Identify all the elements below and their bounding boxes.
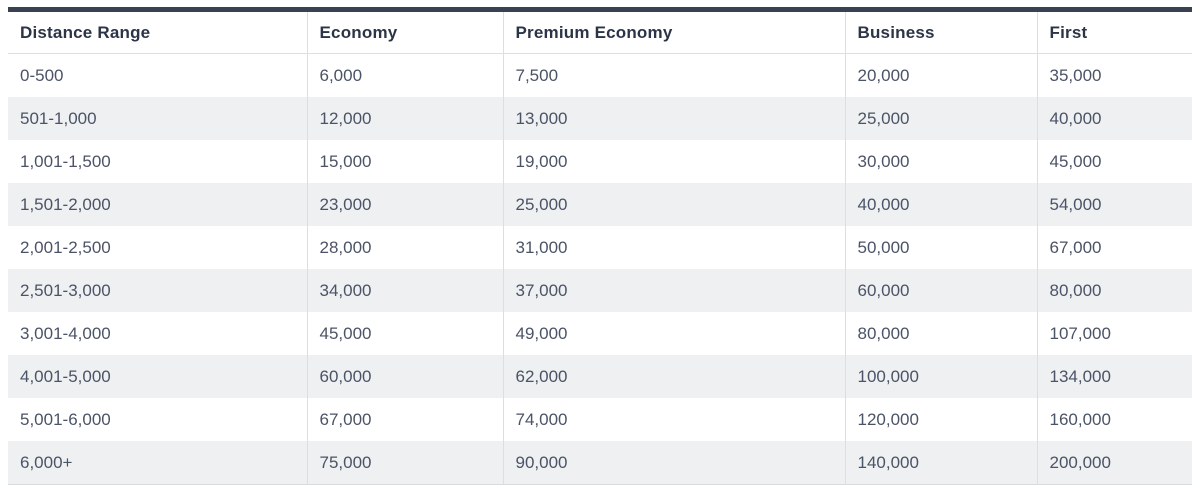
table-row: 2,501-3,000 34,000 37,000 60,000 80,000 <box>8 269 1192 312</box>
miles-value-cell: 30,000 <box>844 140 1037 183</box>
distance-range-cell: 1,501-2,000 <box>20 194 111 214</box>
table-row: 3,001-4,000 45,000 49,000 80,000 107,000 <box>8 312 1192 355</box>
table-row: 0-500 6,000 7,500 20,000 35,000 <box>8 53 1192 97</box>
table-row: 5,001-6,000 67,000 74,000 120,000 160,000 <box>8 398 1192 441</box>
miles-value-cell: 6,000 <box>306 53 503 97</box>
distance-range-cell: 6,000+ <box>20 452 73 472</box>
column-header-distance-range: Distance Range <box>8 9 307 54</box>
distance-range-cell: 2,001-2,500 <box>20 237 111 257</box>
miles-value-cell: 12,000 <box>306 97 503 140</box>
miles-value-cell: 45,000 <box>306 312 503 355</box>
table-header: Distance Range Economy Premium Economy Busi… <box>8 9 1192 54</box>
miles-value-cell: 140,000 <box>844 441 1037 485</box>
distance-range-cell: 5,001-6,000 <box>20 409 111 429</box>
distance-range-cell: 0-500 <box>20 65 64 85</box>
table-row: 1,001-1,500 15,000 19,000 30,000 45,000 <box>8 140 1192 183</box>
table-row: 6,000+ 75,000 90,000 140,000 200,000 <box>8 441 1192 485</box>
miles-value-cell: 62,000 <box>502 355 845 398</box>
miles-value-cell: 37,000 <box>502 269 845 312</box>
miles-value-cell: 40,000 <box>844 183 1037 226</box>
miles-value-cell: 74,000 <box>502 398 845 441</box>
table-row: 2,001-2,500 28,000 31,000 50,000 67,000 <box>8 226 1192 269</box>
miles-value-cell: 13,000 <box>502 97 845 140</box>
miles-value-cell: 34,000 <box>306 269 503 312</box>
miles-value-cell: 80,000 <box>1036 269 1192 312</box>
miles-value-cell: 15,000 <box>306 140 503 183</box>
miles-value-cell: 7,500 <box>502 53 845 97</box>
miles-value-cell: 45,000 <box>1036 140 1192 183</box>
miles-value-cell: 25,000 <box>502 183 845 226</box>
distance-range-cell: 1,001-1,500 <box>20 151 111 171</box>
column-header-economy: Economy <box>306 9 503 54</box>
miles-value-cell: 60,000 <box>844 269 1037 312</box>
miles-value-cell: 80,000 <box>844 312 1037 355</box>
miles-value-cell: 50,000 <box>844 226 1037 269</box>
miles-value-cell: 67,000 <box>306 398 503 441</box>
table-row: 4,001-5,000 60,000 62,000 100,000 134,000 <box>8 355 1192 398</box>
miles-value-cell: 40,000 <box>1036 97 1192 140</box>
miles-value-cell: 25,000 <box>844 97 1037 140</box>
miles-value-cell: 54,000 <box>1036 183 1192 226</box>
miles-value-cell: 23,000 <box>306 183 503 226</box>
award-chart-table: Distance Range Economy Premium Economy Busi… <box>8 7 1192 485</box>
miles-value-cell: 67,000 <box>1036 226 1192 269</box>
column-header-business: Business <box>844 9 1037 54</box>
miles-value-cell: 19,000 <box>502 140 845 183</box>
miles-value-cell: 31,000 <box>502 226 845 269</box>
miles-value-cell: 20,000 <box>844 53 1037 97</box>
miles-value-cell: 60,000 <box>306 355 503 398</box>
table-body: 0-500 6,000 7,500 20,000 35,000 501-1,000 12,0… <box>8 53 1192 485</box>
miles-value-cell: 100,000 <box>844 355 1037 398</box>
miles-value-cell: 90,000 <box>502 441 845 485</box>
distance-range-cell: 3,001-4,000 <box>20 323 111 343</box>
column-header-first: First <box>1036 9 1192 54</box>
miles-value-cell: 160,000 <box>1036 398 1192 441</box>
table-row: 501-1,000 12,000 13,000 25,000 40,000 <box>8 97 1192 140</box>
distance-range-cell: 2,501-3,000 <box>20 280 111 300</box>
miles-value-cell: 134,000 <box>1036 355 1192 398</box>
miles-value-cell: 35,000 <box>1036 53 1192 97</box>
miles-value-cell: 28,000 <box>306 226 503 269</box>
miles-value-cell: 75,000 <box>306 441 503 485</box>
table-row: 1,501-2,000 23,000 25,000 40,000 54,000 <box>8 183 1192 226</box>
distance-range-cell: 4,001-5,000 <box>20 366 111 386</box>
header-row: Distance Range Economy Premium Economy Busi… <box>8 9 1192 54</box>
miles-value-cell: 107,000 <box>1036 312 1192 355</box>
distance-range-cell: 501-1,000 <box>20 108 97 128</box>
miles-value-cell: 120,000 <box>844 398 1037 441</box>
column-header-premium-economy: Premium Economy <box>502 9 845 54</box>
miles-value-cell: 200,000 <box>1036 441 1192 485</box>
miles-value-cell: 49,000 <box>502 312 845 355</box>
